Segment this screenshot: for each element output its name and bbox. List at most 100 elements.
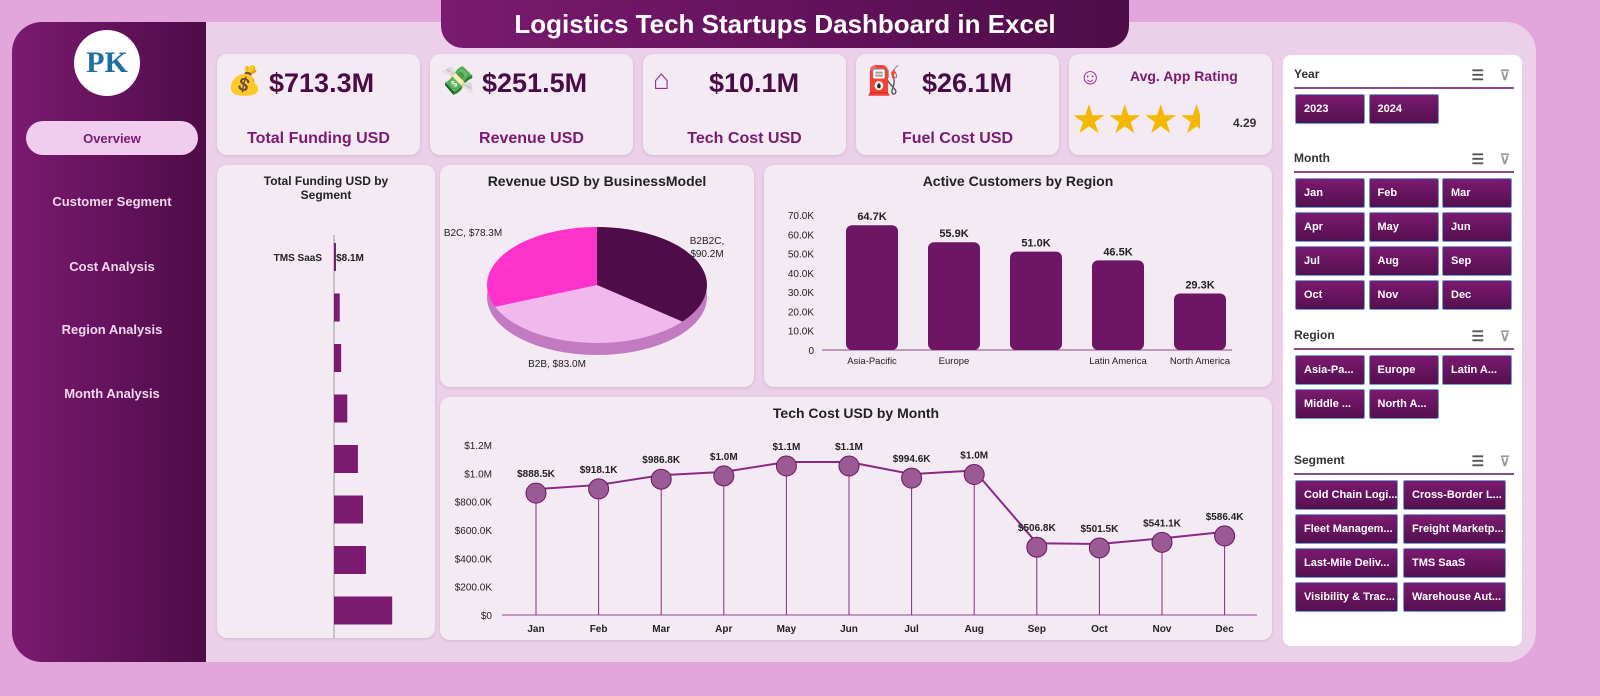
nav-cost-analysis[interactable]: Cost Analysis xyxy=(69,258,155,274)
slicer-item[interactable]: Freight Marketp... xyxy=(1403,514,1506,544)
slicer-item[interactable]: Asia-Pa... xyxy=(1295,355,1365,385)
y-tick-label: $200.0K xyxy=(455,583,493,594)
kpi-value: $713.3M xyxy=(269,68,375,98)
slicer-title: Region xyxy=(1294,328,1335,342)
pie-slice xyxy=(487,227,597,307)
data-label: $586.4K xyxy=(1206,512,1245,523)
fuel-pump-icon: ⛽ xyxy=(866,65,901,96)
money-bag-icon xyxy=(588,478,610,500)
kpi-value: $10.1M xyxy=(709,68,800,98)
slicer-item[interactable]: Latin A... xyxy=(1442,355,1512,385)
slicer-item[interactable]: Cross-Border L... xyxy=(1403,480,1506,510)
y-tick-label: 70.0K xyxy=(788,211,814,222)
clear-filter-icon[interactable]: ⊽ xyxy=(1499,453,1510,469)
multi-select-icon[interactable]: ☰ xyxy=(1471,67,1484,83)
bar xyxy=(334,546,366,574)
slicer-item[interactable]: Oct xyxy=(1295,280,1365,310)
money-bag-icon xyxy=(1151,531,1173,553)
slicer-item[interactable]: North A... xyxy=(1368,389,1439,419)
y-tick-label: $600.0K xyxy=(455,526,493,537)
slicer-header-segment: Segment ☰ ⊽ xyxy=(1294,453,1514,475)
clear-filter-icon[interactable]: ⊽ xyxy=(1499,151,1510,167)
y-tick-label: $0 xyxy=(481,611,493,622)
nav-overview[interactable]: Overview xyxy=(26,121,198,155)
slicer-item[interactable]: Middle ... xyxy=(1295,389,1365,419)
slicer-item[interactable]: Jun xyxy=(1442,212,1512,242)
category-label: Latin America xyxy=(1089,356,1147,367)
data-label: $888.5K xyxy=(517,469,556,480)
chart-title: Revenue USD by BusinessModel xyxy=(487,173,707,189)
money-bag-icon xyxy=(775,455,797,477)
slicer-item[interactable]: Jan xyxy=(1295,178,1365,208)
chart-title: Tech Cost USD by Month xyxy=(772,405,940,421)
multi-select-icon[interactable]: ☰ xyxy=(1471,453,1484,469)
slicer-item[interactable]: 2023 xyxy=(1295,94,1365,124)
y-tick-label: 50.0K xyxy=(788,250,814,261)
category-label: Feb xyxy=(590,624,608,635)
data-label: $1.0M xyxy=(710,452,738,463)
slicer-panel: Year ☰ ⊽ 2023 2024 Month ☰ ⊽ Jan Feb Mar Apr May Jun J… xyxy=(1283,55,1522,646)
slicer-item[interactable]: Aug xyxy=(1368,246,1439,276)
category-label: Oct xyxy=(1091,624,1108,635)
data-label: $1.0M xyxy=(960,451,988,462)
money-bag-icon xyxy=(1026,536,1048,558)
slicer-item[interactable]: Fleet Managem... xyxy=(1295,514,1398,544)
slicer-header-region: Region ☰ ⊽ xyxy=(1294,328,1514,350)
page-title: Logistics Tech Startups Dashboard in Exc… xyxy=(441,0,1129,48)
multi-select-icon[interactable]: ☰ xyxy=(1471,151,1484,167)
category-label: Apr xyxy=(715,624,732,635)
kpi-value: $26.1M xyxy=(922,68,1013,98)
kpi-revenue: 💸 $251.5M Revenue USD xyxy=(430,54,633,155)
rating-label: Avg. App Rating xyxy=(1130,68,1238,84)
slicer-item[interactable]: Sep xyxy=(1442,246,1512,276)
category-label: Mar xyxy=(652,624,670,635)
slicer-item[interactable]: Cold Chain Logi... xyxy=(1295,480,1398,510)
pie-slice xyxy=(597,227,707,322)
slicer-item[interactable]: Jul xyxy=(1295,246,1365,276)
slicer-item[interactable]: May xyxy=(1368,212,1439,242)
slicer-item[interactable]: Visibility & Trac... xyxy=(1295,582,1398,612)
category-label: Dec xyxy=(1215,624,1234,635)
sidebar: PK Overview Customer Segment Cost Analys… xyxy=(12,22,206,662)
data-label: 46.5K xyxy=(1103,246,1132,258)
data-label: $506.8K xyxy=(1018,523,1057,534)
kpi-label: Tech Cost USD xyxy=(687,130,802,147)
line-series xyxy=(535,461,1225,545)
pie-data-label-b2c: B2C, $78.3M xyxy=(443,228,503,239)
slicer-item[interactable]: 2024 xyxy=(1368,94,1439,124)
slicer-item[interactable]: Nov xyxy=(1368,280,1439,310)
money-bag-icon xyxy=(838,455,860,477)
slicer-item[interactable]: Warehouse Aut... xyxy=(1403,582,1506,612)
data-label: $1.1M xyxy=(835,442,863,453)
slicer-item[interactable]: Apr xyxy=(1295,212,1365,242)
clear-filter-icon[interactable]: ⊽ xyxy=(1499,328,1510,344)
bar xyxy=(334,293,340,322)
slicer-item[interactable]: Last-Mile Deliv... xyxy=(1295,548,1398,578)
clear-filter-icon[interactable]: ⊽ xyxy=(1499,67,1510,83)
slicer-item[interactable]: Feb xyxy=(1368,178,1439,208)
data-label: $1.1M xyxy=(773,442,801,453)
category-label: North America xyxy=(1170,356,1231,367)
nav-region-analysis[interactable]: Region Analysis xyxy=(61,321,163,337)
money-stack-icon: 💰 xyxy=(227,65,262,96)
slicer-item[interactable]: Europe xyxy=(1368,355,1439,385)
nav-customer-segment[interactable]: Customer Segment xyxy=(52,193,172,209)
y-tick-label: $1.2M xyxy=(464,441,492,452)
nav-month-analysis[interactable]: Month Analysis xyxy=(64,385,160,401)
data-label: $8.1M xyxy=(336,253,364,264)
category-label: Nov xyxy=(1153,624,1172,635)
rating-user-icon: ☺ xyxy=(1079,64,1102,89)
bar xyxy=(334,344,342,372)
tech-cost-by-month-chart: Tech Cost USD by Month $0 $200.0K $400.0K $… xyxy=(440,397,1272,640)
slicer-title: Segment xyxy=(1294,453,1345,467)
pie-data-label-b2b: B2B, $83.0M xyxy=(528,359,586,370)
slicer-item[interactable]: Mar xyxy=(1442,178,1512,208)
category-label: TMS SaaS xyxy=(274,253,323,264)
money-bag-icon xyxy=(901,467,923,489)
slicer-item[interactable]: TMS SaaS xyxy=(1403,548,1506,578)
category-label: Sep xyxy=(1028,624,1046,635)
bar xyxy=(846,225,898,350)
slicer-item[interactable]: Dec xyxy=(1442,280,1512,310)
multi-select-icon[interactable]: ☰ xyxy=(1471,328,1484,344)
category-label: Jul xyxy=(904,624,919,635)
